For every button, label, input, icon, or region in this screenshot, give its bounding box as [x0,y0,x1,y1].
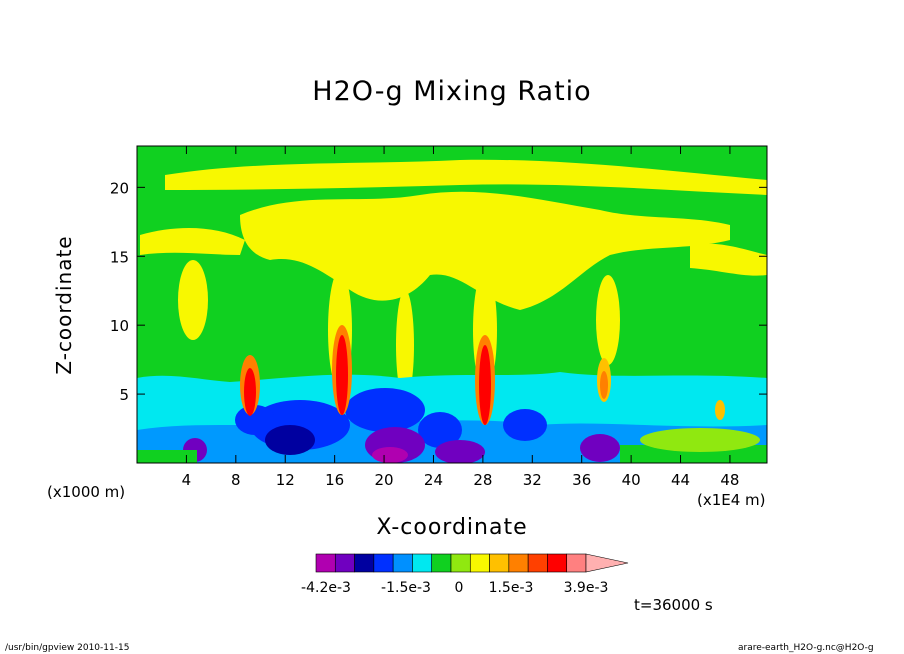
x-tick-label: 44 [671,471,690,489]
x-tick-label: 28 [473,471,492,489]
y-axis-label: Z-coordinate [52,235,76,375]
x-tick-label: 32 [523,471,542,489]
colorbar-swatch [431,553,452,573]
colorbar-swatch [315,553,336,573]
colorbar-swatch [334,553,355,573]
x-tick-label: 24 [424,471,443,489]
colorbar-swatch [469,553,490,573]
colorbar-swatch [412,553,433,573]
y-tick-label: 20 [110,179,129,197]
colorbar-swatch [547,553,568,573]
x-tick-label: 36 [572,471,591,489]
colorbar-label: -1.5e-3 [381,580,431,596]
colorbar-swatch [373,553,394,573]
colorbar-swatch [508,553,529,573]
y-tick-label: 15 [110,248,129,266]
colorbar-label: -4.2e-3 [301,580,351,596]
colorbar-swatch [566,553,587,573]
colorbar-swatch [392,553,413,573]
x-tick-label: 4 [182,471,192,489]
x-tick-label: 40 [622,471,641,489]
y-tick-label: 10 [110,317,129,335]
footer-source: arare-earth_H2O-g.nc@H2O-g [738,643,874,653]
x-axis-ticks: 4 8 12 16 20 24 28 32 36 40 44 48 [182,146,739,489]
x-tick-label: 48 [720,471,739,489]
x-tick-label: 16 [325,471,344,489]
x-scale-label: (x1E4 m) [697,491,766,509]
colorbar-overflow-arrow [585,553,629,573]
contour-field [137,146,767,463]
chart-title: H2O-g Mixing Ratio [312,76,592,107]
colorbar-swatch [527,553,548,573]
plot-frame [136,145,768,464]
colorbar: -4.2e-3 -1.5e-3 0 1.5e-3 3.9e-3 [301,553,629,596]
y-axis-ticks: 5 10 15 20 [110,179,767,404]
y-tick-label: 5 [119,386,129,404]
colorbar-label: 0 [455,580,464,596]
colorbar-label: 3.9e-3 [564,580,609,596]
colorbar-swatch [450,553,471,573]
time-label: t=36000 s [634,596,713,614]
x-tick-label: 12 [276,471,295,489]
x-axis-label: X-coordinate [376,515,528,540]
x-unit-label: (x1000 m) [47,483,126,501]
colorbar-swatch [354,553,375,573]
colorbar-swatch [489,553,510,573]
footer-program: /usr/bin/gpview 2010-11-15 [5,643,130,653]
x-tick-label: 20 [375,471,394,489]
x-tick-label: 8 [231,471,241,489]
colorbar-label: 1.5e-3 [489,580,534,596]
